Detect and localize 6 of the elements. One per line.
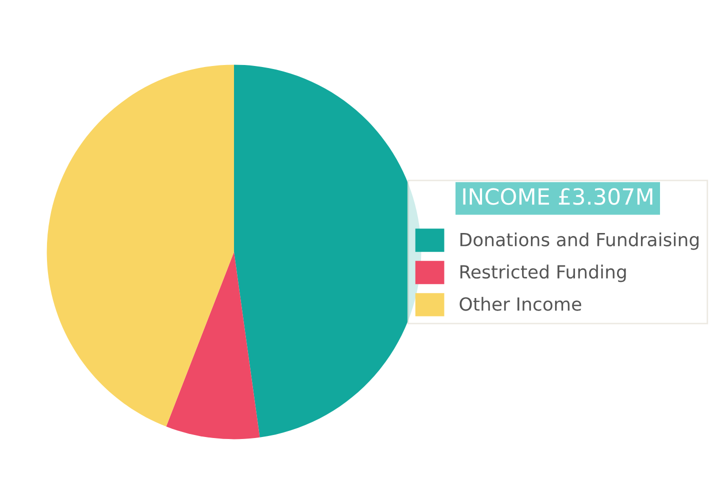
- legend-label: Other Income: [460, 296, 582, 311]
- legend-label: Restricted Funding: [460, 264, 626, 282]
- legend-label: Donations and Fundraising: [460, 232, 699, 250]
- legend-title: INCOME £3.307M: [463, 188, 652, 205]
- pie-slice: [46, 64, 234, 426]
- pie-slice: [166, 252, 260, 440]
